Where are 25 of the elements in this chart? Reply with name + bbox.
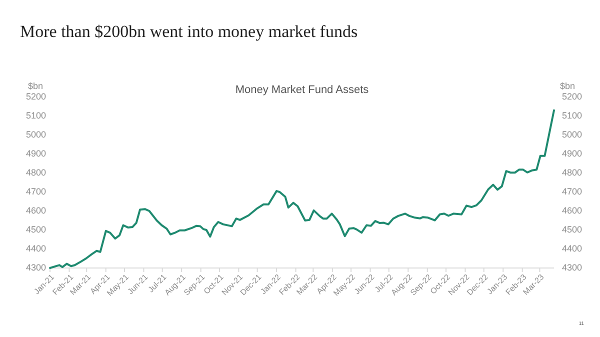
chart-title: More than $200bn went into money market funds xyxy=(20,22,358,41)
y2-tick-label: 4900 xyxy=(562,148,582,158)
y2-tick-label: 4800 xyxy=(562,167,582,178)
line-series xyxy=(49,109,555,269)
y-tick-label: 5200 xyxy=(26,91,46,102)
y-tick-label: 4700 xyxy=(26,186,46,196)
y-tick-label: 4300 xyxy=(26,262,46,272)
y2-tick-label: 4400 xyxy=(562,243,582,254)
y-tick-label: 5000 xyxy=(26,129,46,140)
y-tick-label: 4500 xyxy=(26,224,46,234)
y2-tick-label: 4600 xyxy=(562,205,582,216)
y2-tick-label: 4500 xyxy=(562,224,582,234)
y2-tick-label: 5200 xyxy=(562,91,582,102)
y2-tick-label: 4700 xyxy=(562,186,582,196)
y2-tick-label: 5100 xyxy=(562,110,582,120)
y2-tick-label: 5000 xyxy=(562,129,582,140)
y-tick-label: 5100 xyxy=(26,110,46,120)
y-tick-label: 4800 xyxy=(26,167,46,178)
y2-tick-label: 4300 xyxy=(562,262,582,272)
y-tick-label: 4400 xyxy=(26,243,46,254)
y-axis-title: $bn xyxy=(28,81,44,91)
y2-axis-title: $bn xyxy=(560,81,576,91)
y-tick-label: 4900 xyxy=(26,148,46,158)
y-tick-label: 4600 xyxy=(26,205,46,216)
chart-subtitle: Money Market Fund Assets xyxy=(235,84,370,96)
